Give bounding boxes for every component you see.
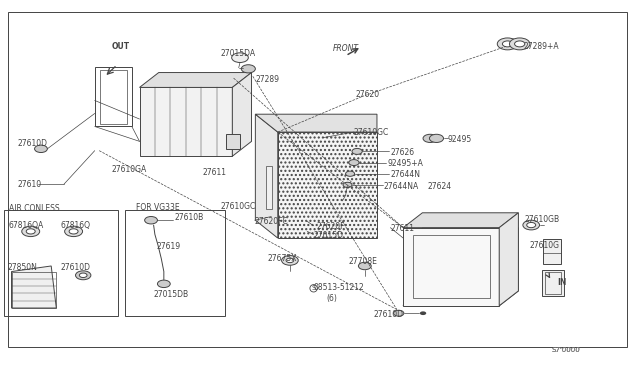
Circle shape bbox=[523, 220, 540, 230]
Text: 27610B: 27610B bbox=[174, 213, 204, 222]
Bar bbox=[545, 272, 561, 294]
Bar bbox=[125, 210, 225, 316]
Circle shape bbox=[76, 271, 91, 280]
Bar bbox=[12, 272, 56, 308]
Circle shape bbox=[502, 41, 513, 47]
Circle shape bbox=[429, 134, 444, 142]
Text: 27289+A: 27289+A bbox=[524, 42, 559, 51]
Text: 27289: 27289 bbox=[256, 76, 280, 84]
Text: S7'0000: S7'0000 bbox=[552, 347, 580, 353]
Text: 08513-51212: 08513-51212 bbox=[314, 283, 364, 292]
Text: 67816Q: 67816Q bbox=[61, 221, 91, 230]
Polygon shape bbox=[255, 114, 278, 238]
Circle shape bbox=[352, 148, 362, 154]
Polygon shape bbox=[403, 228, 518, 306]
Text: 27624: 27624 bbox=[428, 182, 452, 191]
Circle shape bbox=[358, 262, 371, 270]
Polygon shape bbox=[140, 87, 232, 156]
Bar bbox=[266, 166, 272, 209]
Bar bbox=[95, 67, 132, 126]
Text: 27850N: 27850N bbox=[8, 263, 38, 272]
Polygon shape bbox=[403, 213, 518, 228]
Bar bbox=[403, 228, 499, 306]
Circle shape bbox=[343, 182, 352, 187]
Circle shape bbox=[286, 258, 294, 263]
Circle shape bbox=[346, 171, 355, 176]
Circle shape bbox=[26, 229, 35, 234]
Bar bbox=[226, 134, 240, 149]
Polygon shape bbox=[499, 213, 518, 306]
Circle shape bbox=[423, 134, 437, 142]
Bar bbox=[100, 70, 127, 124]
Text: 27610GC: 27610GC bbox=[354, 128, 389, 137]
Bar bbox=[278, 132, 377, 238]
Text: 27611: 27611 bbox=[202, 169, 227, 177]
Text: 27015DB: 27015DB bbox=[154, 290, 189, 299]
Text: 27620: 27620 bbox=[355, 90, 380, 99]
Text: 27675X: 27675X bbox=[268, 254, 297, 263]
Text: AIR CONLESS: AIR CONLESS bbox=[9, 204, 60, 213]
Text: FRONT: FRONT bbox=[333, 44, 359, 53]
Polygon shape bbox=[232, 73, 252, 156]
Circle shape bbox=[35, 145, 47, 153]
Text: 27611: 27611 bbox=[390, 224, 415, 233]
Circle shape bbox=[509, 38, 530, 50]
Circle shape bbox=[22, 226, 40, 237]
Circle shape bbox=[79, 273, 87, 278]
Circle shape bbox=[69, 229, 78, 234]
Polygon shape bbox=[12, 266, 56, 308]
Bar bbox=[542, 270, 564, 296]
Text: 27610D: 27610D bbox=[18, 139, 48, 148]
Circle shape bbox=[527, 222, 536, 228]
Text: S: S bbox=[312, 285, 316, 291]
Circle shape bbox=[497, 38, 518, 50]
Circle shape bbox=[157, 280, 170, 288]
Text: 27015DA: 27015DA bbox=[221, 49, 256, 58]
Circle shape bbox=[349, 160, 359, 166]
Text: S7'0000: S7'0000 bbox=[552, 347, 580, 353]
Text: (6): (6) bbox=[326, 294, 337, 303]
Text: FOR VG33E: FOR VG33E bbox=[136, 203, 180, 212]
Text: 27610GA: 27610GA bbox=[112, 165, 147, 174]
Text: 27610GB: 27610GB bbox=[525, 215, 560, 224]
Circle shape bbox=[145, 217, 157, 224]
Text: 27620FC: 27620FC bbox=[255, 217, 289, 226]
Circle shape bbox=[241, 65, 255, 73]
Text: 27610G: 27610G bbox=[529, 241, 559, 250]
Circle shape bbox=[282, 256, 298, 265]
Bar bbox=[543, 239, 561, 264]
Text: OUT: OUT bbox=[112, 42, 130, 51]
Circle shape bbox=[515, 41, 525, 47]
Text: 27626: 27626 bbox=[390, 148, 415, 157]
Text: 27610GC: 27610GC bbox=[221, 202, 256, 211]
Text: 27620F: 27620F bbox=[316, 222, 345, 231]
Text: 27644NA: 27644NA bbox=[384, 182, 419, 191]
Circle shape bbox=[394, 310, 404, 316]
Text: 27708E: 27708E bbox=[349, 257, 378, 266]
Circle shape bbox=[232, 53, 248, 62]
Text: 27619: 27619 bbox=[157, 242, 181, 251]
Text: IN: IN bbox=[557, 278, 566, 287]
Bar bbox=[4, 210, 118, 316]
Circle shape bbox=[420, 311, 426, 315]
Text: 27610D: 27610D bbox=[61, 263, 91, 272]
Circle shape bbox=[65, 226, 83, 237]
Text: 92495+A: 92495+A bbox=[387, 159, 423, 168]
Text: 27015D: 27015D bbox=[314, 231, 344, 240]
Text: 67816QA: 67816QA bbox=[9, 221, 44, 230]
Polygon shape bbox=[140, 73, 252, 87]
Text: 27644N: 27644N bbox=[390, 170, 420, 179]
Text: 27610D: 27610D bbox=[373, 310, 403, 319]
Bar bbox=[413, 235, 490, 298]
Text: 27610: 27610 bbox=[18, 180, 42, 189]
Polygon shape bbox=[255, 114, 377, 132]
Text: 92495: 92495 bbox=[448, 135, 472, 144]
